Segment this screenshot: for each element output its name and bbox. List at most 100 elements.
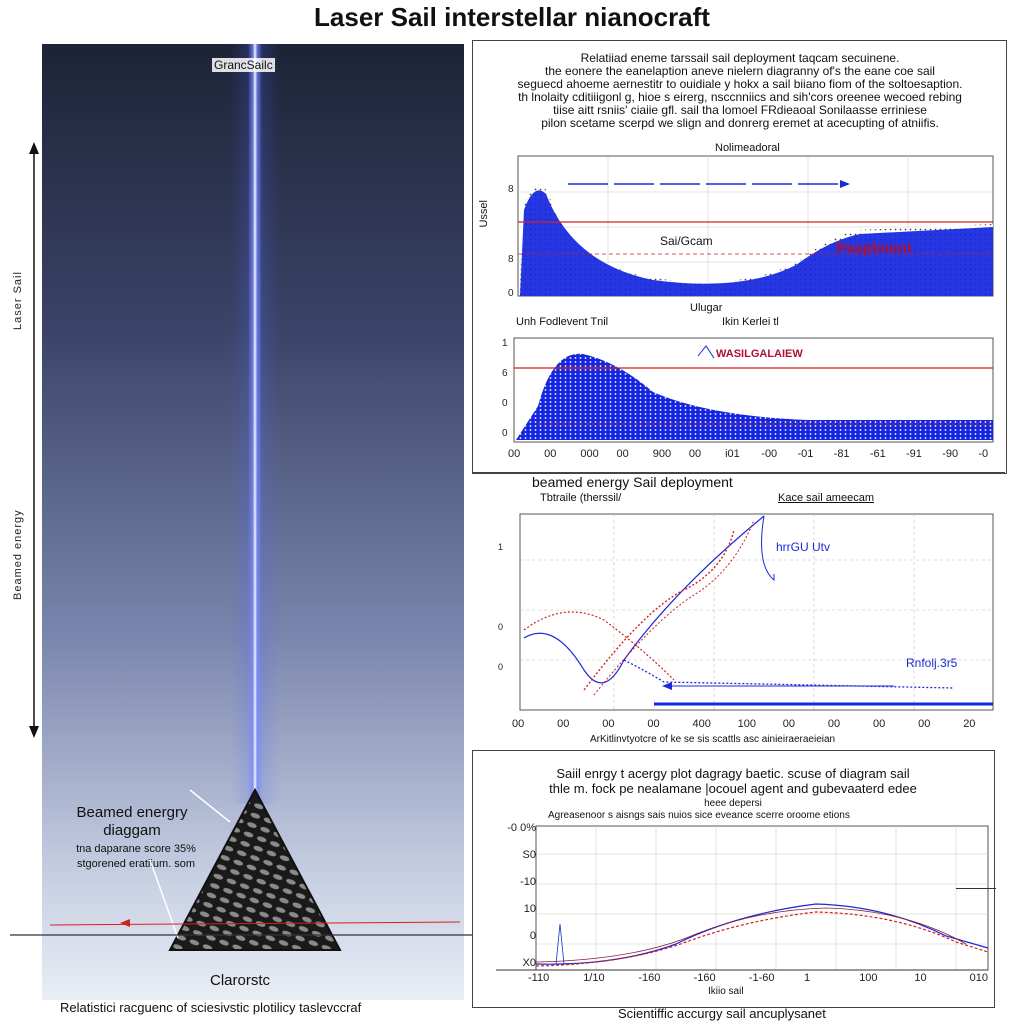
- svg-text:1: 1: [502, 338, 508, 349]
- tick-label: 00: [647, 718, 660, 730]
- mid-blue-label1: hrrGU Utv: [776, 540, 830, 554]
- tick-label: 400: [692, 718, 711, 730]
- svg-text:0: 0: [508, 288, 514, 299]
- desc-line-6: pilon scetame scerpd we slign and donrer…: [541, 116, 939, 130]
- desc-line-3: seguecd ahoeme aernestitr to ouidiale y …: [517, 77, 963, 91]
- tick-label: 00: [918, 718, 931, 730]
- arrow-right-icon: [662, 682, 672, 690]
- bottom-side-line: [956, 888, 996, 889]
- tick-label: 20: [963, 718, 976, 730]
- svg-text:0: 0: [502, 428, 508, 439]
- tick-label: 00: [512, 718, 525, 730]
- mid-blue-label2: Rnfolj.3r5: [906, 656, 958, 670]
- callout-sub-line1: tna daparane score 35%: [76, 843, 196, 855]
- page-title: Laser Sail interstellar nianocraft: [314, 2, 710, 32]
- chart1-ylabel: Ussel: [478, 200, 490, 228]
- tick-label: -160: [693, 972, 716, 984]
- svg-text:0: 0: [498, 622, 503, 632]
- svg-text:0: 0: [502, 398, 508, 409]
- chart1-title: Nolimeadoral: [715, 142, 780, 154]
- bottom-title-line2: thle m. fock pe nealamane |ocouel agent …: [549, 781, 917, 796]
- tick-label: 00: [544, 448, 557, 460]
- callout-title-line1: Beamed energry: [76, 804, 188, 821]
- mid-xlabel: ArKitlinvtyotcre of ke se sis scattls as…: [590, 734, 836, 745]
- chart1-xlabel-mid: Ikin Kerlei tl: [722, 316, 779, 328]
- tick-label: 1: [804, 972, 811, 984]
- vertical-label-bottom: Beamed energy: [12, 509, 24, 600]
- chart2-red-label: WASILGALAIEW: [716, 348, 803, 360]
- bottom-title-line3: heee depersi: [704, 798, 762, 809]
- callout-title-line2: diaggam: [103, 822, 161, 839]
- tick-label: -0: [978, 448, 989, 460]
- tick-label: 00: [616, 448, 629, 460]
- desc-line-1: Relatiiad eneme tarssail sail deployment…: [580, 51, 900, 65]
- arrow-up-down-icon: [29, 142, 39, 738]
- tick-label: 900: [652, 448, 672, 460]
- tick-label: -0 0%: [507, 822, 536, 834]
- callout-title: Beamed energry diaggam: [66, 804, 198, 840]
- svg-text:8: 8: [508, 254, 514, 265]
- tick-label: 10: [914, 972, 927, 984]
- tick-label: X0: [522, 957, 536, 969]
- tick-label: 00: [827, 718, 841, 730]
- mid-sub-right: Kace sail ameecam: [778, 492, 874, 504]
- mid-title: beamed energy Sail deployment: [532, 474, 733, 490]
- beam-top-label: GrancSailc: [212, 58, 275, 72]
- bottom-caption: Scientiffic accurgy sail ancuplysanet: [618, 1006, 826, 1021]
- tick-label: i01: [725, 448, 740, 460]
- callout-subtext: tna daparane score 35% stgorened eratiiu…: [56, 842, 216, 872]
- mid-sub-left: Tbtraile (therssil/: [540, 492, 622, 504]
- tick-label: 00: [872, 718, 886, 730]
- tick-label: -01: [797, 448, 814, 460]
- desc-line-5: tiise aitt rsniis' ciaiie gfl. sail tha …: [553, 103, 927, 117]
- svg-text:1: 1: [498, 542, 503, 552]
- tick-label: -110: [528, 972, 550, 984]
- triangle-sail-icon: [168, 787, 342, 951]
- chart1-xlabel-center: Ulugar: [690, 302, 723, 314]
- chart1: 8 8 0: [508, 155, 994, 299]
- tick-label: S0: [522, 849, 536, 861]
- tick-label: 10: [523, 903, 536, 915]
- tick-label: 00: [782, 718, 795, 730]
- chart4: [496, 825, 989, 971]
- svg-text:8: 8: [508, 184, 514, 195]
- tick-label: -81: [833, 448, 850, 460]
- tick-label: -61: [869, 448, 886, 460]
- tick-label: -10: [520, 876, 536, 888]
- desc-line-2: the eonere the eanelaption aneve nielern…: [545, 64, 935, 78]
- tick-label: 00: [688, 448, 702, 460]
- chart1-inner-label: Sai/Gcam: [660, 234, 713, 248]
- sail-diagram: [10, 787, 480, 951]
- svg-text:0: 0: [498, 662, 503, 672]
- tick-label: 100: [737, 718, 756, 730]
- bottom-title: Saiil enrgy t acergy plot dagragy baetic…: [480, 766, 986, 811]
- tick-label: 00: [557, 718, 570, 730]
- chart3: 1 0 0: [498, 513, 994, 711]
- tick-label: -1-60: [748, 972, 775, 984]
- tick-label: 00: [508, 448, 521, 460]
- sail-label: Clarorstc: [210, 972, 271, 989]
- bottom-sub: Agreasenoor s aisngs sais nuios sice eve…: [548, 810, 850, 821]
- callout-sub-line2: stgorened eratiium. som: [77, 858, 195, 870]
- tick-label: 010: [969, 972, 988, 984]
- panel-divider: [472, 472, 1005, 473]
- vertical-label-top: Laser Sail: [12, 271, 24, 330]
- chart1-xlabel-left: Unh Fodlevent Tnil: [516, 316, 609, 328]
- bottom-title-line1: Saiil enrgy t acergy plot dagragy baetic…: [556, 766, 910, 781]
- tick-label: -160: [638, 972, 661, 984]
- tick-label: 0: [529, 930, 536, 942]
- laser-beam: [248, 44, 262, 804]
- bottom-y-ticks: -0 0% S0 -10 10 0 X0: [500, 822, 536, 972]
- svg-text:6: 6: [502, 368, 508, 379]
- left-caption: Relatistici racguenc of sciesivstic plot…: [60, 1000, 362, 1015]
- tick-label: -91: [906, 448, 922, 460]
- tick-label: 000: [580, 448, 599, 460]
- chart1-red-label: Peaplment: [836, 240, 912, 257]
- tick-label: 00: [602, 718, 615, 730]
- tick-label: 1/10: [583, 972, 605, 984]
- tick-label: 100: [859, 972, 878, 984]
- tick-label: -90: [942, 448, 959, 460]
- top-description: Relatiiad eneme tarssail sail deployment…: [480, 52, 1000, 130]
- bottom-xlabel: Ikiio sail: [708, 986, 744, 997]
